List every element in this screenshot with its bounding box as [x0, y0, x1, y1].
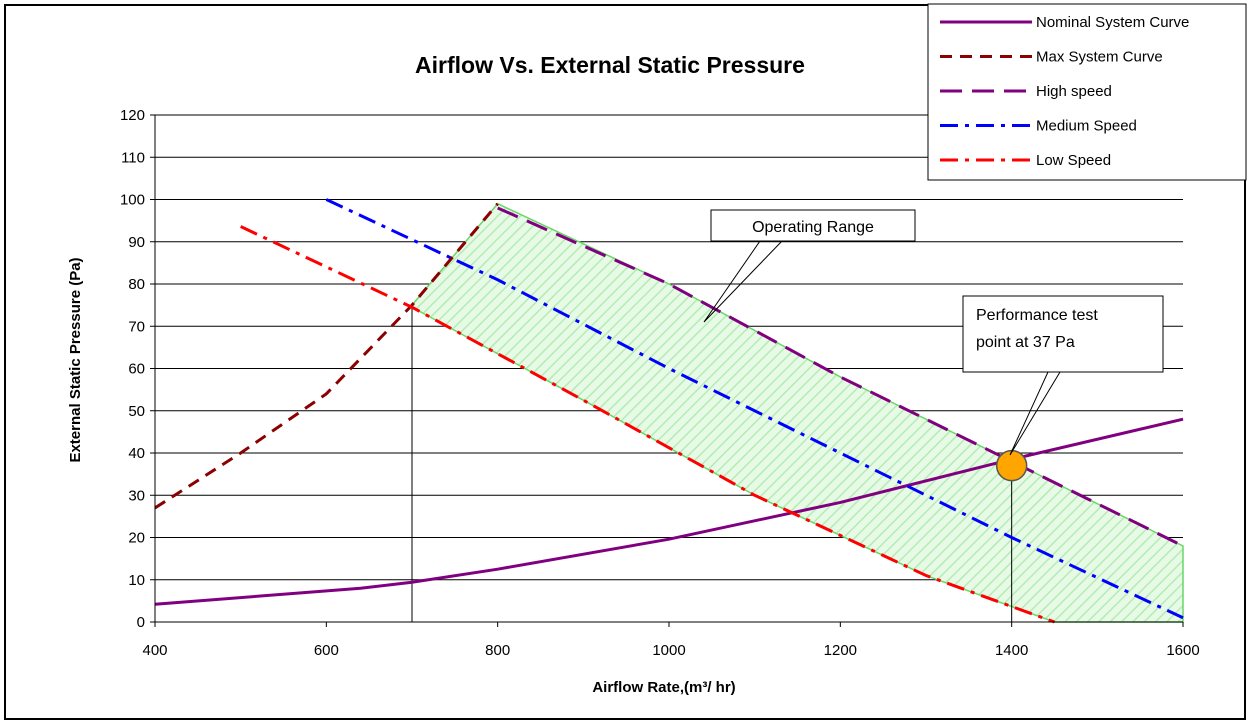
- legend: Nominal System Curve Max System Curve High…: [927, 3, 1247, 181]
- x-axis-label: Airflow Rate,(m³/ hr): [592, 679, 735, 696]
- series-line-nominal-system-curve: [154, 417, 1184, 606]
- operating-range-label: Operating Range: [752, 219, 874, 236]
- test-point-callout-pointer: [1009, 371, 1061, 456]
- y-tick-label: 40: [128, 445, 145, 462]
- test-point-label-line: point at 37 Pa: [976, 334, 1075, 351]
- operating-range-layer: [411, 202, 1184, 623]
- series-line-medium-speed: [325, 198, 1184, 620]
- x-tick-label: 1000: [652, 642, 685, 659]
- reference-lines-layer: [411, 305, 1013, 622]
- legend-label: Medium Speed: [1036, 118, 1137, 135]
- y-tick-label: 50: [128, 403, 145, 420]
- y-tick-label: 120: [120, 107, 145, 124]
- y-tick-label: 60: [128, 361, 145, 378]
- y-tick-label: 100: [120, 192, 145, 209]
- x-tick-label: 600: [314, 642, 339, 659]
- y-tick-label: 30: [128, 487, 145, 504]
- legend-label: High speed: [1036, 83, 1112, 100]
- y-tick-label: 0: [137, 614, 145, 631]
- series-line-low-speed: [240, 225, 1056, 624]
- y-tick-label: 20: [128, 530, 145, 547]
- x-tick-label: 1400: [995, 642, 1028, 659]
- operating-range-callout-box: [710, 209, 916, 242]
- x-tick-label: 1200: [824, 642, 857, 659]
- x-tick-label: 1600: [1166, 642, 1199, 659]
- axis-layer: 0 10 20 30 40 50 60 70 80 90 100 110 120 400 600 800 100…: [120, 107, 1200, 659]
- chart-title: Airflow Vs. External Static Pressure: [415, 52, 805, 78]
- y-axis-label: External Static Pressure (Pa): [67, 257, 84, 462]
- y-tick-label: 110: [121, 149, 145, 166]
- operating-range-area: [411, 202, 1184, 623]
- y-tick-label: 70: [128, 318, 145, 335]
- legend-label: Low Speed: [1036, 152, 1111, 169]
- legend-label: Max System Curve: [1036, 49, 1163, 66]
- y-tick-label: 80: [128, 276, 145, 293]
- series-layer: [154, 198, 1184, 624]
- series-line-max-system-curve: [154, 202, 499, 510]
- callout-layer: Operating Range Performance test point at …: [703, 209, 1164, 482]
- y-tick-label: 90: [128, 234, 145, 251]
- test-point-callout-box: [962, 295, 1164, 373]
- x-tick-label: 800: [485, 642, 510, 659]
- test-point-label-line: Performance test: [976, 307, 1098, 324]
- test-point-marker: [995, 449, 1028, 482]
- legend-label: Nominal System Curve: [1036, 14, 1189, 31]
- x-tick-label: 400: [142, 642, 167, 659]
- y-tick-label: 10: [128, 572, 145, 589]
